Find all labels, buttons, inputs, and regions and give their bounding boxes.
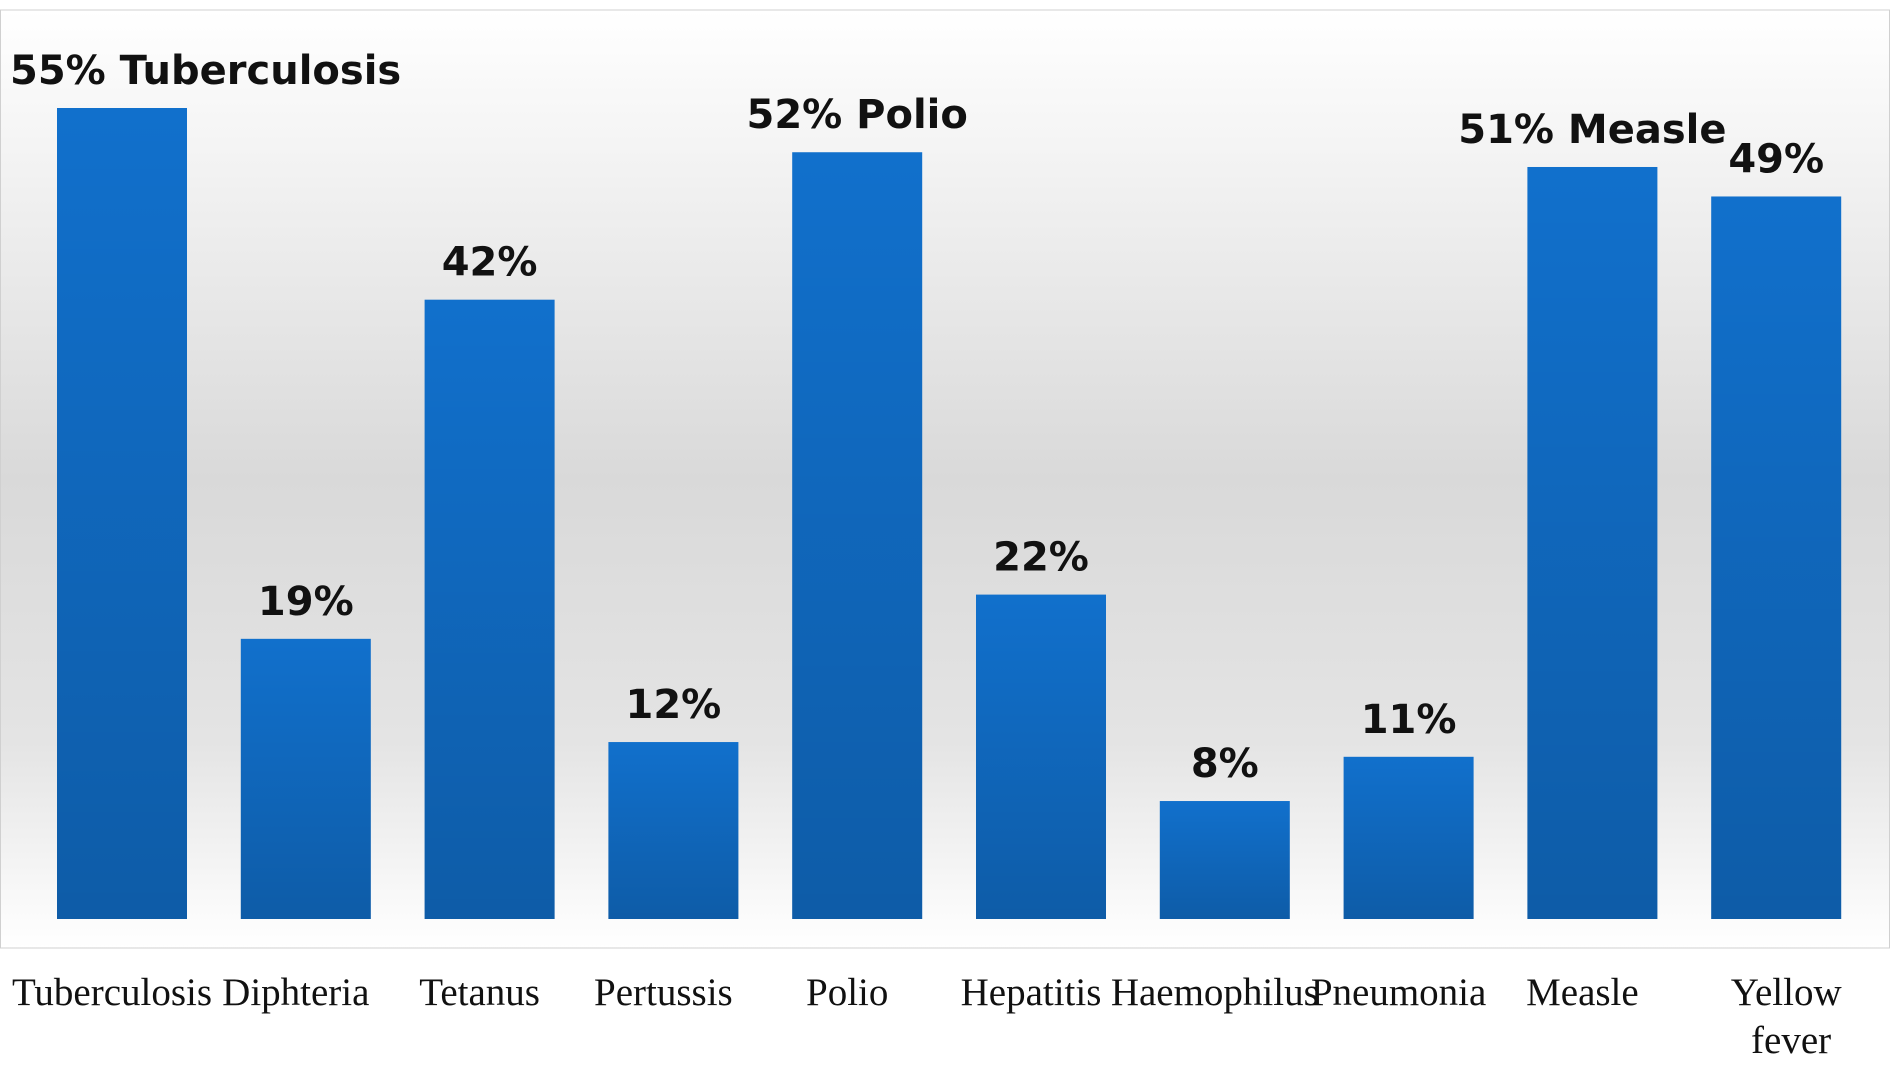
bar xyxy=(1711,196,1842,920)
x-tick-label: Diphteria xyxy=(222,971,369,1014)
bar xyxy=(976,594,1106,919)
data-label: 8% xyxy=(1191,741,1259,787)
x-tick-label: Pneumonia xyxy=(1311,971,1486,1014)
x-tick-label: Yellow fever xyxy=(1731,971,1842,1062)
data-label: 22% xyxy=(993,535,1089,581)
data-label: 12% xyxy=(626,682,722,728)
data-label: 49% xyxy=(1728,136,1824,182)
bar xyxy=(57,108,187,919)
x-tick-label: Polio xyxy=(806,971,888,1014)
bar xyxy=(1159,801,1290,919)
x-tick-label-line: Yellow xyxy=(1731,971,1842,1014)
data-label: 19% xyxy=(258,579,354,625)
bar xyxy=(1527,166,1658,919)
x-tick-label: Tetanus xyxy=(419,971,540,1014)
x-tick-label: Tuberculosis xyxy=(12,971,212,1014)
x-tick-label: Measle xyxy=(1526,971,1639,1014)
data-label: 55% Tuberculosis xyxy=(10,48,401,94)
bar xyxy=(240,638,371,919)
x-tick-label: Pertussis xyxy=(594,971,733,1014)
bar xyxy=(1343,756,1474,919)
bar xyxy=(424,299,555,919)
x-tick-label: Haemophilus xyxy=(1111,971,1319,1014)
x-tick-label: Hepatitis xyxy=(961,971,1102,1014)
data-label: 42% xyxy=(442,240,538,286)
bar xyxy=(608,742,739,919)
bar xyxy=(792,152,923,920)
x-tick-label-line: fever xyxy=(1741,1019,1831,1062)
data-label: 11% xyxy=(1361,697,1457,743)
data-label: 52% Polio xyxy=(747,92,968,138)
data-label: 51% Measle xyxy=(1458,107,1726,153)
